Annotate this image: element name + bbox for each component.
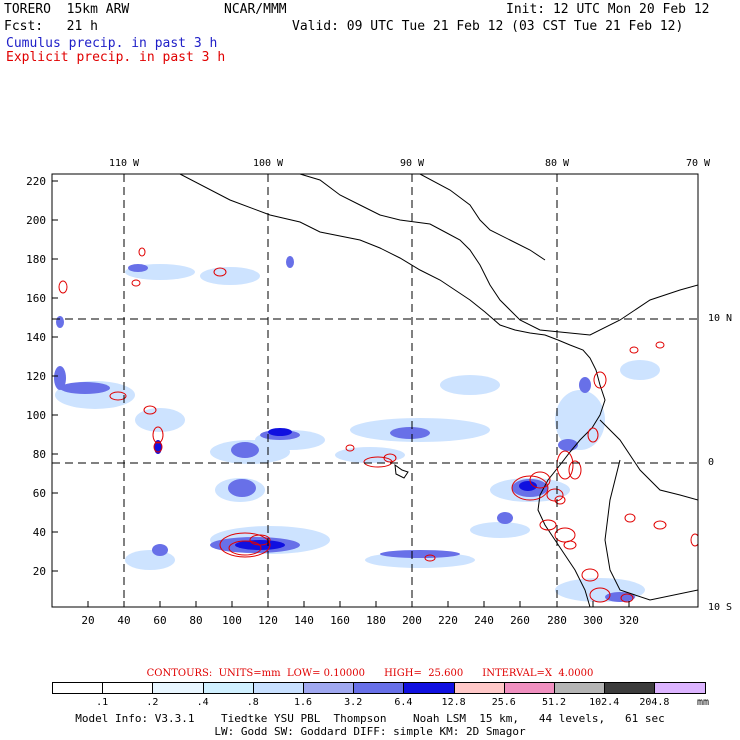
legend-swatch: [102, 682, 154, 694]
lon-label: 80 W: [544, 158, 570, 169]
x-tick: 240: [474, 614, 494, 627]
y-tick: 220: [26, 175, 46, 188]
y-tick: 80: [32, 448, 46, 461]
legend-label: 1.6: [293, 697, 313, 708]
x-tick: 20: [81, 614, 95, 627]
x-tick: 300: [583, 614, 603, 627]
forecast-hour: Fcst: 21 h: [4, 19, 98, 34]
contour-info: CONTOURS: UNITS=mm LOW= 0.10000 HIGH= 25…: [146, 668, 594, 679]
y-tick: 120: [26, 370, 46, 383]
legend-label: 6.4: [394, 697, 413, 708]
lon-label: 110 W: [108, 158, 140, 169]
y-tick: 100: [26, 409, 46, 422]
legend-label: .1: [96, 697, 109, 708]
coastlines: [179, 174, 698, 607]
lon-label: 100 W: [252, 158, 284, 169]
y-tick: 200: [26, 214, 46, 227]
cumulus-field-label: Cumulus precip. in past 3 h: [6, 36, 218, 51]
legend-unit: mm: [697, 697, 710, 708]
lon-label: 70 W: [685, 158, 711, 169]
legend-label: 25.6: [491, 697, 516, 708]
legend-label: 51.2: [541, 697, 567, 708]
x-tick: 320: [619, 614, 639, 627]
legend-label: 3.2: [344, 697, 363, 708]
x-tick: 200: [402, 614, 422, 627]
x-tick: 120: [258, 614, 278, 627]
legend-swatch: [252, 682, 304, 694]
valid-time: Valid: 09 UTC Tue 21 Feb 12 (03 CST Tue …: [292, 19, 684, 34]
legend-swatch: [353, 682, 405, 694]
grid-lines: [52, 174, 698, 607]
x-tick: 180: [366, 614, 386, 627]
map-frame: [51, 173, 699, 608]
x-tick: 60: [153, 614, 167, 627]
legend-label: .2: [146, 697, 159, 708]
legend-swatch: [654, 682, 706, 694]
legend-swatch: [604, 682, 656, 694]
model-info-line1: Model Info: V3.3.1 Tiedtke YSU PBL Thomp…: [75, 712, 665, 725]
y-tick: 60: [32, 487, 46, 500]
precip-shading: [54, 256, 660, 602]
model-title: TORERO 15km ARW: [4, 2, 130, 17]
lat-label: 0: [708, 457, 715, 468]
lat-label: 10 S: [708, 602, 733, 613]
x-tick: 280: [547, 614, 567, 627]
lon-label: 90 W: [399, 158, 425, 169]
legend-swatch: [202, 682, 254, 694]
legend-label: 12.8: [441, 697, 466, 708]
legend-swatch: [52, 682, 104, 694]
y-tick: 20: [32, 565, 46, 578]
x-tick: 40: [117, 614, 131, 627]
x-tick: 80: [189, 614, 203, 627]
tick-marks: [52, 180, 630, 607]
legend-swatch: [303, 682, 355, 694]
legend-label: 204.8: [639, 697, 670, 708]
center-label: NCAR/MMM: [224, 2, 287, 17]
y-tick: 160: [26, 292, 46, 305]
x-tick: 140: [294, 614, 314, 627]
explicit-precip-contours: [58, 247, 698, 603]
legend-swatch: [554, 682, 606, 694]
x-tick: 220: [438, 614, 458, 627]
legend-swatch: [152, 682, 204, 694]
legend-swatch: [453, 682, 505, 694]
x-tick: 260: [510, 614, 530, 627]
legend-swatch: [503, 682, 555, 694]
x-tick: 160: [330, 614, 350, 627]
legend-label: .8: [246, 697, 259, 708]
model-info-line2: LW: Godd SW: Goddard DIFF: simple KM: 2D…: [214, 725, 526, 738]
explicit-field-label: Explicit precip. in past 3 h: [6, 50, 226, 65]
lat-label: 10 N: [708, 313, 733, 324]
legend-label: 102.4: [589, 697, 620, 708]
legend-label: .4: [196, 697, 209, 708]
y-tick: 140: [26, 331, 46, 344]
y-tick: 40: [32, 526, 46, 539]
x-tick: 100: [222, 614, 242, 627]
y-tick: 180: [26, 253, 46, 266]
legend-swatch: [403, 682, 455, 694]
init-time: Init: 12 UTC Mon 20 Feb 12: [506, 2, 710, 17]
